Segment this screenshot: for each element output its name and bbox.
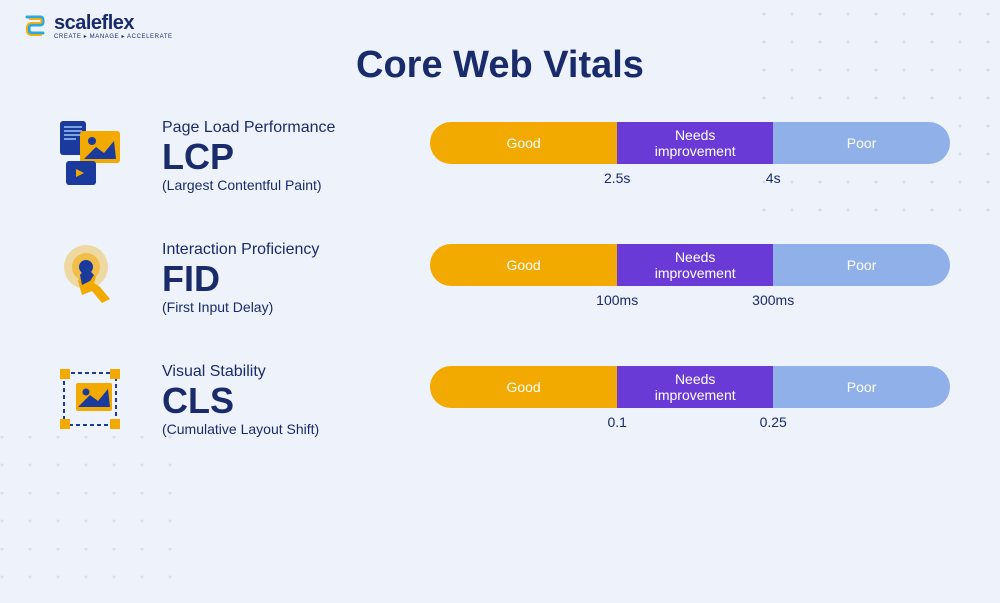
cls-icon [50,359,132,441]
metric-category: Visual Stability [162,363,400,381]
decorative-dots-bottom-left [0,423,180,603]
seg-good: Good [430,244,617,286]
metric-fullname: (First Input Delay) [162,299,400,315]
seg-good: Good [430,122,617,164]
threshold-1: 100ms [596,292,638,308]
metric-category: Page Load Performance [162,119,400,137]
seg-mid: Needsimprovement [617,244,773,286]
metric-row-cls: Visual Stability CLS (Cumulative Layout … [50,359,950,441]
threshold-1: 0.1 [607,414,626,430]
metric-abbrev: LCP [162,139,400,175]
metric-abbrev: CLS [162,383,400,419]
metrics-list: Page Load Performance LCP (Largest Conte… [0,87,1000,441]
page-title: Core Web Vitals [0,0,1000,87]
seg-poor: Poor [773,244,950,286]
metric-row-lcp: Page Load Performance LCP (Largest Conte… [50,115,950,197]
seg-mid: Needsimprovement [617,122,773,164]
metric-fullname: (Largest Contentful Paint) [162,177,400,193]
threshold-2: 0.25 [760,414,787,430]
metric-abbrev: FID [162,261,400,297]
threshold-2: 4s [766,170,781,186]
metric-bar-cls: Good Needsimprovement Poor 0.1 0.25 [430,366,950,434]
fid-icon [50,237,132,319]
metric-bar-fid: Good Needsimprovement Poor 100ms 300ms [430,244,950,312]
metric-row-fid: Interaction Proficiency FID (First Input… [50,237,950,319]
seg-mid: Needsimprovement [617,366,773,408]
seg-poor: Poor [773,366,950,408]
threshold-2: 300ms [752,292,794,308]
seg-poor: Poor [773,122,950,164]
lcp-icon [50,115,132,197]
metric-category: Interaction Proficiency [162,241,400,259]
seg-good: Good [430,366,617,408]
threshold-1: 2.5s [604,170,630,186]
metric-bar-lcp: Good Needsimprovement Poor 2.5s 4s [430,122,950,190]
metric-fullname: (Cumulative Layout Shift) [162,421,400,437]
